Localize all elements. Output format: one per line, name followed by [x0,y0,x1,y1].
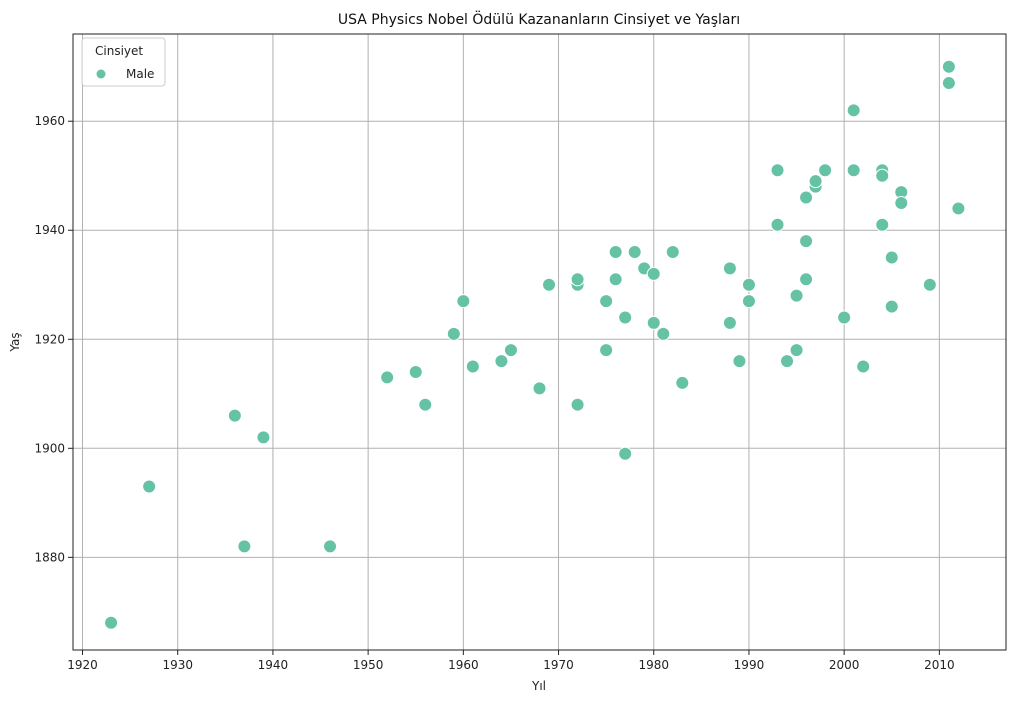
data-point [646,266,661,281]
data-point [446,326,461,341]
data-point [875,168,890,183]
data-point [951,201,966,216]
data-point [808,174,823,189]
data-point [941,59,956,74]
data-point [722,261,737,276]
x-axis-ticks: 1920 1930 1940 1950 1960 1970 1980 1990 2000 2010 [67,650,955,672]
data-point [256,430,271,445]
data-point [542,277,557,292]
data-point [837,310,852,325]
x-tick-label: 1950 [353,658,384,672]
data-point [884,250,899,265]
data-point [227,408,242,423]
x-tick-label: 1980 [638,658,669,672]
data-point [503,343,518,358]
grid-lines [73,34,1006,650]
data-point [104,615,119,630]
data-point [618,310,633,325]
data-point [599,294,614,309]
data-point [941,76,956,91]
data-point [608,272,623,287]
data-point [846,163,861,178]
x-tick-label: 2000 [829,658,860,672]
x-tick-label: 1930 [162,658,193,672]
x-tick-label: 1960 [448,658,479,672]
data-point [894,195,909,210]
x-tick-label: 1970 [543,658,574,672]
y-axis-ticks: 1880 1900 1920 1940 1960 [34,114,73,564]
x-tick-label: 1920 [67,658,98,672]
data-point [799,272,814,287]
data-point [799,190,814,205]
data-point [732,354,747,369]
chart-title: USA Physics Nobel Ödülü Kazananların Cin… [338,10,740,28]
data-point [656,326,671,341]
data-point [494,354,509,369]
data-points [104,59,966,630]
data-point [627,245,642,260]
data-point [722,315,737,330]
y-tick-label: 1920 [34,332,65,346]
data-point [237,539,252,554]
data-point [741,277,756,292]
data-point [770,217,785,232]
data-point [922,277,937,292]
legend-marker-male [95,68,107,80]
data-point [418,397,433,412]
data-point [599,343,614,358]
data-point [532,381,547,396]
x-tick-label: 1940 [258,658,289,672]
data-point [408,364,423,379]
y-tick-label: 1960 [34,114,65,128]
data-point [570,272,585,287]
data-point [380,370,395,385]
plot-frame [72,33,1007,651]
x-tick-label: 1990 [734,658,765,672]
data-point [818,163,833,178]
legend-label-male: Male [126,67,154,81]
data-point [618,446,633,461]
legend-title: Cinsiyet [95,44,143,58]
data-point [875,217,890,232]
data-point [646,315,661,330]
data-point [456,294,471,309]
data-point [856,359,871,374]
data-point [465,359,480,374]
data-point [884,299,899,314]
x-tick-label: 2010 [924,658,955,672]
data-point [789,343,804,358]
data-point [789,288,804,303]
data-point [665,245,680,260]
y-tick-label: 1880 [34,550,65,564]
data-point [570,397,585,412]
data-point [675,375,690,390]
data-point [741,294,756,309]
x-axis-label: Yıl [531,679,546,693]
data-point [608,245,623,260]
data-point [799,234,814,249]
y-tick-label: 1900 [34,441,65,455]
data-point [780,354,795,369]
y-axis-label: Yaş [8,332,22,352]
data-point [846,103,861,118]
data-point [142,479,157,494]
data-point [323,539,338,554]
legend: Cinsiyet Male [81,37,166,87]
y-tick-label: 1940 [34,223,65,237]
data-point [770,163,785,178]
